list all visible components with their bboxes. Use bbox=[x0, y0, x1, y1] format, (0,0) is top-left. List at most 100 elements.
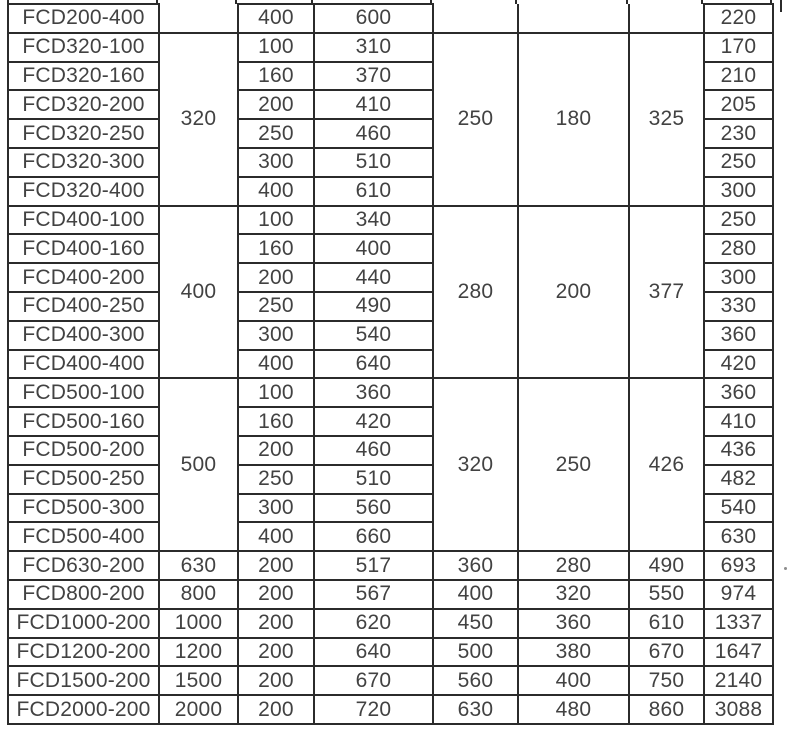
value-cell: 2140 bbox=[703, 665, 774, 697]
value-cell: 1500 bbox=[158, 665, 239, 697]
value-cell: 370 bbox=[313, 60, 434, 92]
model-cell: FCD400-200 bbox=[7, 262, 160, 293]
model-cell: FCD1500-200 bbox=[7, 665, 160, 697]
value-cell: 630 bbox=[432, 694, 519, 725]
table-edge-stub bbox=[701, 0, 703, 4]
table-row: FCD500-300 300 560 540 bbox=[7, 492, 774, 524]
value-cell: 400 bbox=[517, 665, 630, 697]
table-row: FCD630-200 630 200 517 360 280 490 693 bbox=[7, 550, 774, 581]
table-edge-stub bbox=[235, 0, 237, 4]
model-cell: FCD500-300 bbox=[7, 492, 160, 524]
value-cell: 200 bbox=[237, 607, 315, 639]
value-cell: 482 bbox=[703, 463, 774, 495]
value-cell: 360 bbox=[313, 377, 434, 409]
table-row: FCD200-400 400 600 220 bbox=[7, 3, 774, 34]
value-cell: 310 bbox=[313, 31, 434, 63]
value-cell: 860 bbox=[628, 694, 705, 725]
value-cell: 400 bbox=[237, 521, 315, 553]
table-row: FCD500-250 250 510 482 bbox=[7, 463, 774, 495]
crop-artifact-dot bbox=[784, 567, 787, 570]
value-cell: 360 bbox=[517, 607, 630, 639]
value-cell: 510 bbox=[313, 463, 434, 495]
value-cell: 1337 bbox=[703, 607, 774, 639]
table-row: FCD1200-200 1200 200 640 500 380 670 1647 bbox=[7, 636, 774, 668]
value-cell: 300 bbox=[703, 262, 774, 293]
value-cell: 100 bbox=[237, 204, 315, 236]
model-cell: FCD500-250 bbox=[7, 463, 160, 495]
value-cell: 400 bbox=[432, 578, 519, 610]
table-row: FCD320-100 320 100 310 250 180 325 170 bbox=[7, 31, 774, 207]
value-cell: 200 bbox=[237, 694, 315, 725]
value-cell: 205 bbox=[703, 89, 774, 121]
value-cell: 500 bbox=[432, 636, 519, 668]
table-row: FCD500-160 160 420 410 bbox=[7, 406, 774, 437]
value-cell: 410 bbox=[703, 406, 774, 437]
value-cell: 250 bbox=[237, 463, 315, 495]
value-cell: 693 bbox=[703, 550, 774, 581]
value-cell: 220 bbox=[703, 3, 774, 34]
value-cell: 360 bbox=[432, 550, 519, 581]
value-cell: 300 bbox=[237, 146, 315, 178]
model-cell: FCD500-400 bbox=[7, 521, 160, 553]
table-row: FCD400-300 300 540 360 bbox=[7, 319, 774, 351]
value-cell: 400 bbox=[237, 3, 315, 34]
value-cell: 200 bbox=[237, 578, 315, 610]
value-cell: 540 bbox=[703, 492, 774, 524]
model-cell: FCD500-160 bbox=[7, 406, 160, 437]
model-cell: FCD800-200 bbox=[7, 578, 160, 610]
merged-value-cell: 280 bbox=[432, 204, 519, 380]
value-cell: 560 bbox=[313, 492, 434, 524]
model-cell: FCD320-300 bbox=[7, 146, 160, 178]
value-cell: 460 bbox=[313, 434, 434, 466]
table-row: FCD500-400 400 660 630 bbox=[7, 521, 774, 553]
spec-table: FCD200-400 400 600 220 FCD320-100 320 100 310 25… bbox=[7, 3, 774, 725]
value-cell: 560 bbox=[432, 665, 519, 697]
value-cell: 1000 bbox=[158, 607, 239, 639]
value-cell: 610 bbox=[628, 607, 705, 639]
model-cell: FCD400-250 bbox=[7, 290, 160, 322]
table-edge-stub bbox=[770, 0, 772, 4]
table-row: FCD320-300 300 510 250 bbox=[7, 146, 774, 178]
model-cell: FCD200-400 bbox=[7, 3, 160, 34]
value-cell: 480 bbox=[517, 694, 630, 725]
value-cell: 460 bbox=[313, 118, 434, 149]
model-cell: FCD500-100 bbox=[7, 377, 160, 409]
merged-value-cell: 250 bbox=[432, 31, 519, 207]
value-cell: 280 bbox=[517, 550, 630, 581]
value-cell: 170 bbox=[703, 31, 774, 63]
table-row: FCD320-250 250 460 230 bbox=[7, 118, 774, 149]
model-cell: FCD320-250 bbox=[7, 118, 160, 149]
value-cell: 400 bbox=[237, 175, 315, 207]
cut-merged-cell bbox=[517, 4, 630, 34]
value-cell: 410 bbox=[313, 89, 434, 121]
value-cell: 670 bbox=[628, 636, 705, 668]
value-cell: 510 bbox=[313, 146, 434, 178]
merged-value-cell: 200 bbox=[517, 204, 630, 380]
value-cell: 250 bbox=[703, 146, 774, 178]
value-cell: 300 bbox=[237, 319, 315, 351]
model-cell: FCD320-200 bbox=[7, 89, 160, 121]
value-cell: 200 bbox=[237, 434, 315, 466]
merged-value-cell: 426 bbox=[628, 377, 705, 553]
value-cell: 300 bbox=[703, 175, 774, 207]
value-cell: 230 bbox=[703, 118, 774, 149]
cut-merged-cell bbox=[432, 4, 519, 34]
value-cell: 660 bbox=[313, 521, 434, 553]
table-row: FCD400-200 200 440 300 bbox=[7, 262, 774, 293]
table-row: FCD500-200 200 460 436 bbox=[7, 434, 774, 466]
merged-value-cell: 377 bbox=[628, 204, 705, 380]
value-cell: 1200 bbox=[158, 636, 239, 668]
model-cell: FCD320-400 bbox=[7, 175, 160, 207]
value-cell: 567 bbox=[313, 578, 434, 610]
value-cell: 100 bbox=[237, 377, 315, 409]
model-cell: FCD2000-200 bbox=[7, 694, 160, 725]
table-edge-stub bbox=[7, 0, 9, 4]
merged-value-cell: 325 bbox=[628, 31, 705, 207]
table-row: FCD800-200 800 200 567 400 320 550 974 bbox=[7, 578, 774, 610]
value-cell: 670 bbox=[313, 665, 434, 697]
value-cell: 640 bbox=[313, 348, 434, 380]
value-cell: 320 bbox=[517, 578, 630, 610]
value-cell: 250 bbox=[237, 290, 315, 322]
table-row: FCD320-400 400 610 300 bbox=[7, 175, 774, 207]
